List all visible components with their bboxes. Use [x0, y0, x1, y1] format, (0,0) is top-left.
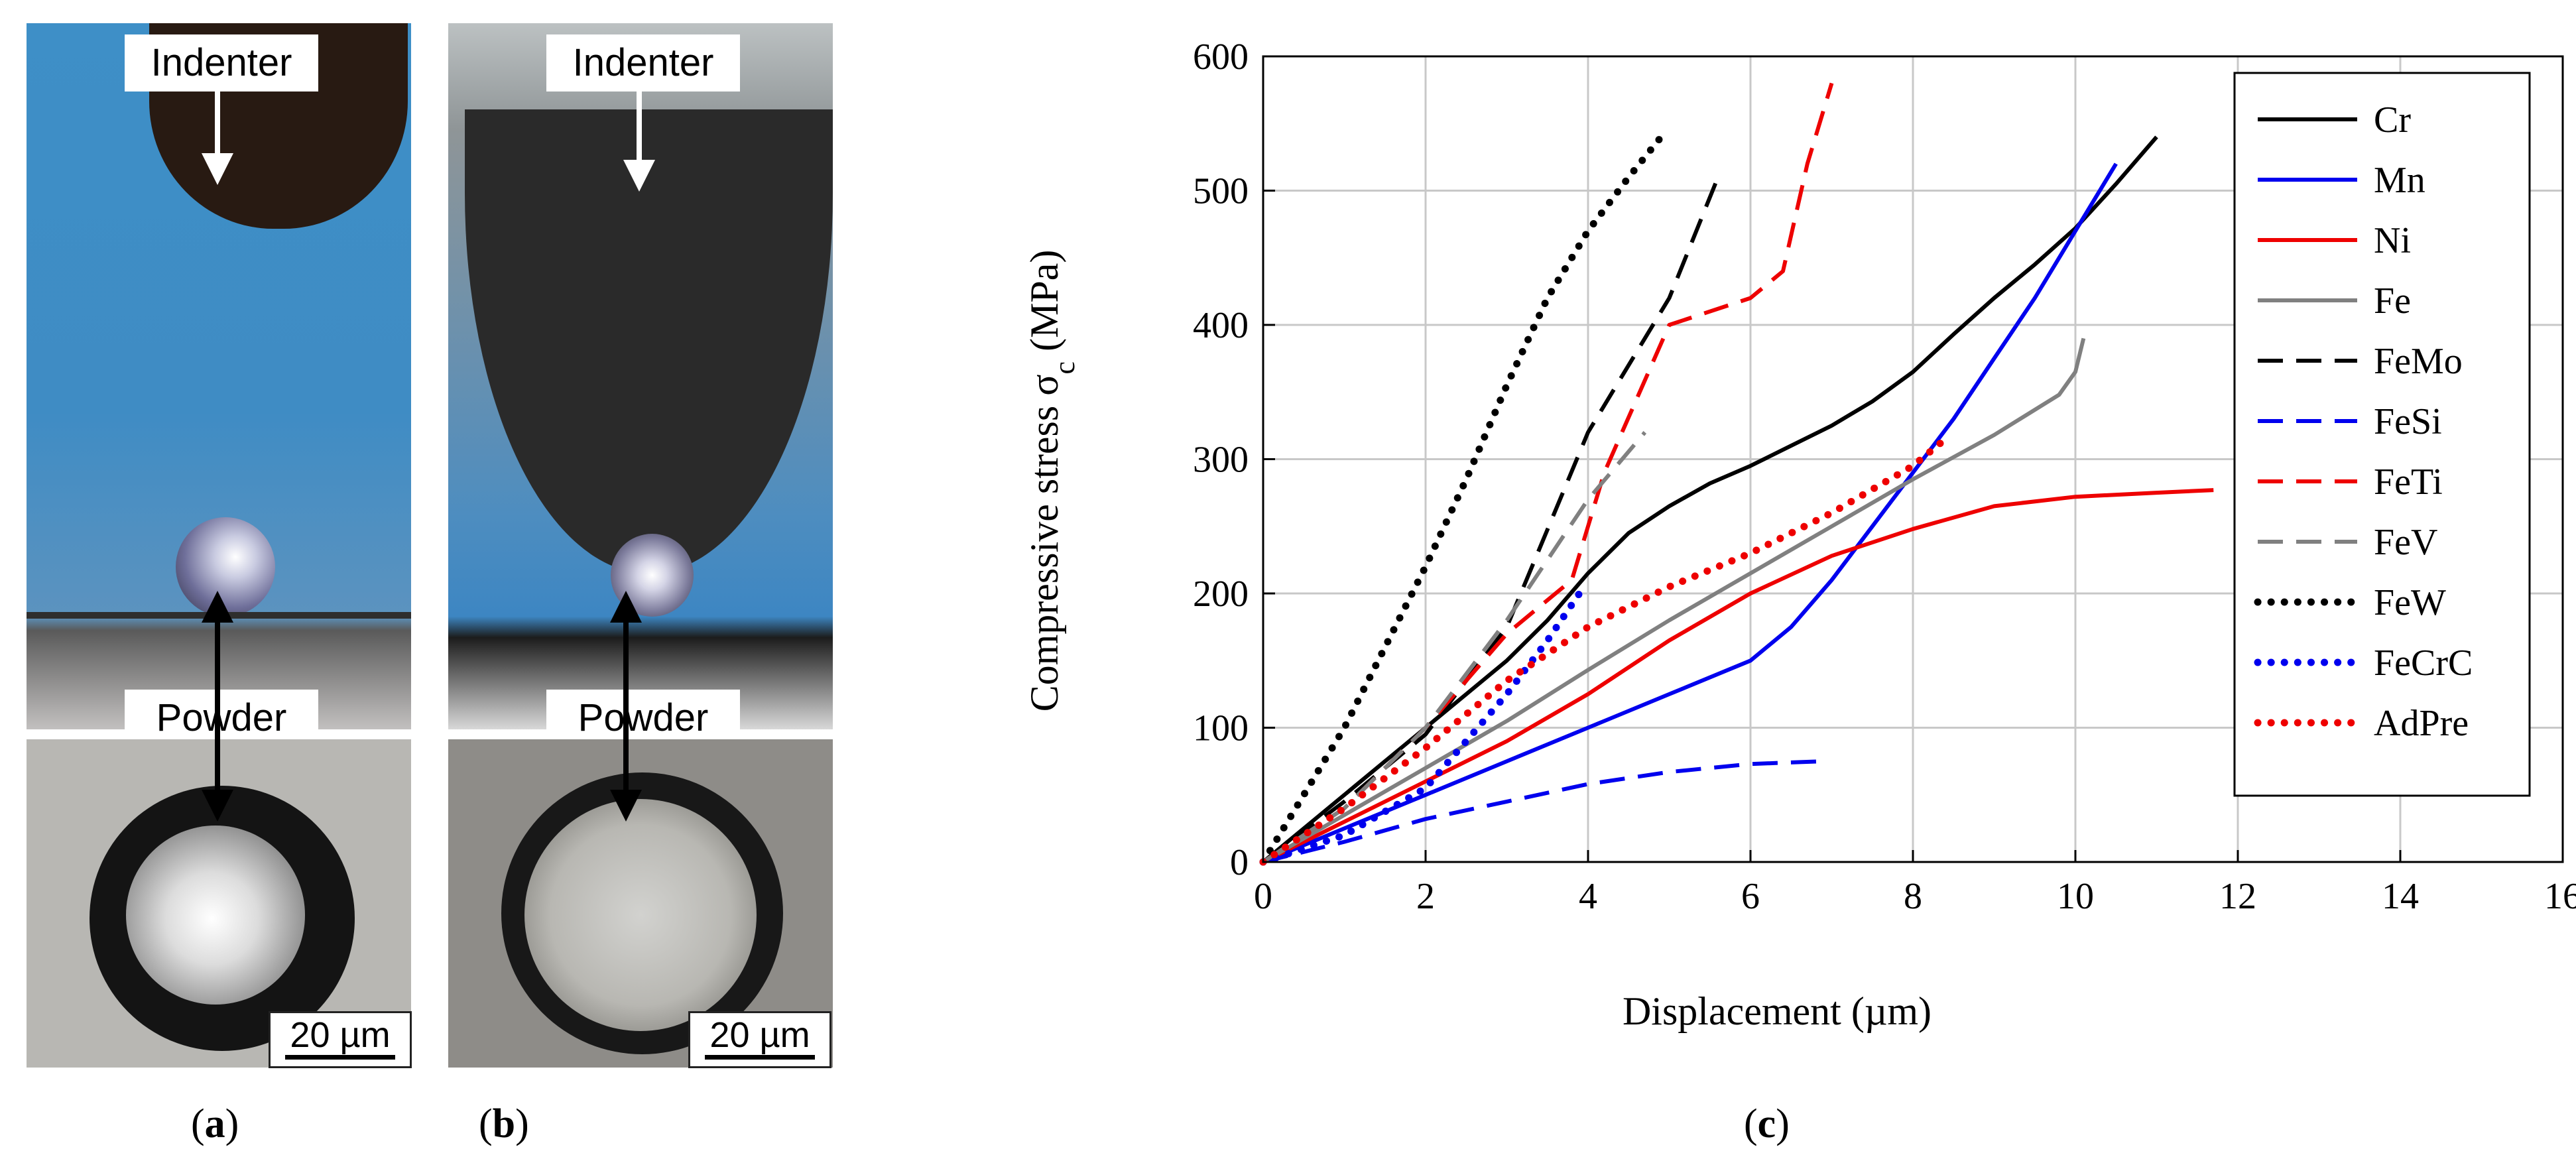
legend-label-adpre: AdPre	[2374, 703, 2469, 744]
scale-bar-a: 20 µm	[269, 1011, 412, 1068]
legend-label-fev: FeV	[2374, 522, 2437, 563]
y-axis-title-unit: (MPa)	[1022, 250, 1066, 361]
y-tick-label: 200	[1193, 574, 1249, 615]
series-ni	[1262, 488, 2214, 864]
series-fe	[1262, 337, 2086, 864]
x-tick-label: 16	[2544, 876, 2576, 917]
legend-label-mn: Mn	[2374, 160, 2425, 201]
x-tick-label: 8	[1904, 876, 1922, 917]
series-mn	[1262, 162, 2118, 864]
series-femo	[1262, 176, 1720, 864]
panel-label-b-letter: b	[492, 1101, 516, 1146]
legend-label-feti: FeTi	[2374, 461, 2443, 503]
legend: Cr Mn Ni Fe FeMo FeSi FeTi FeV FeW FeCrC AdPre	[2233, 72, 2531, 797]
series-fesi	[1262, 759, 1824, 864]
series-fecrc	[1259, 583, 1588, 866]
particle-top-a	[126, 826, 305, 1005]
legend-label-few: FeW	[2374, 582, 2446, 623]
annotation-arrows	[202, 83, 655, 822]
y-tick-label: 500	[1193, 171, 1249, 212]
y-tick-label: 400	[1193, 305, 1249, 346]
panel-label-b: (b)	[479, 1101, 529, 1146]
indenter-label-a: Indenter	[125, 34, 318, 92]
y-tick-label: 0	[1230, 842, 1249, 883]
series-few	[1259, 133, 1665, 866]
x-tick-label: 10	[2057, 876, 2094, 917]
scale-line-b	[705, 1055, 815, 1060]
particle-top-b	[524, 799, 757, 1031]
x-tick-label: 12	[2219, 876, 2256, 917]
legend-label-fecrc: FeCrC	[2374, 643, 2473, 684]
scale-label-a: 20 µm	[290, 1015, 391, 1055]
x-tick-label: 2	[1416, 876, 1435, 917]
legend-box	[2233, 72, 2531, 797]
legend-label-ni: Ni	[2374, 220, 2411, 261]
legend-label-cr: Cr	[2374, 99, 2411, 141]
panel-label-a: (a)	[191, 1101, 239, 1146]
series-adpre	[1259, 435, 1949, 866]
scale-label-b: 20 µm	[709, 1015, 810, 1055]
indenter-label-b: Indenter	[546, 34, 740, 92]
panel-label-c: (c)	[1744, 1101, 1790, 1146]
stress-displacement-chart: 0 2 4 6 8 10 12 14 16 0 100 200 300 400 500 600 Displac…	[1022, 36, 2576, 1033]
panel-label-a-letter: a	[204, 1101, 225, 1146]
scale-line-a	[285, 1055, 395, 1060]
scale-bar-b: 20 µm	[688, 1011, 831, 1068]
x-tick-label: 14	[2382, 876, 2419, 917]
y-axis-title: Compressive stress σc (MPa)	[1022, 250, 1081, 712]
x-tick-label: 4	[1579, 876, 1597, 917]
legend-label-femo: FeMo	[2374, 341, 2463, 382]
y-tick-label: 300	[1193, 440, 1249, 481]
legend-label-fe: Fe	[2374, 280, 2411, 322]
panel-label-c-letter: c	[1757, 1101, 1776, 1146]
y-tick-label: 600	[1193, 36, 1249, 78]
y-axis-title-sub: c	[1048, 361, 1081, 375]
legend-label-fesi: FeSi	[2374, 401, 2442, 442]
powder-label-b: Powder	[546, 690, 740, 747]
y-axis-title-main: Compressive stress σ	[1022, 374, 1066, 711]
y-tick-label: 100	[1193, 708, 1249, 749]
x-tick-label: 0	[1254, 876, 1272, 917]
x-axis-title: Displacement (µm)	[1623, 989, 1932, 1033]
x-tick-label: 6	[1741, 876, 1760, 917]
